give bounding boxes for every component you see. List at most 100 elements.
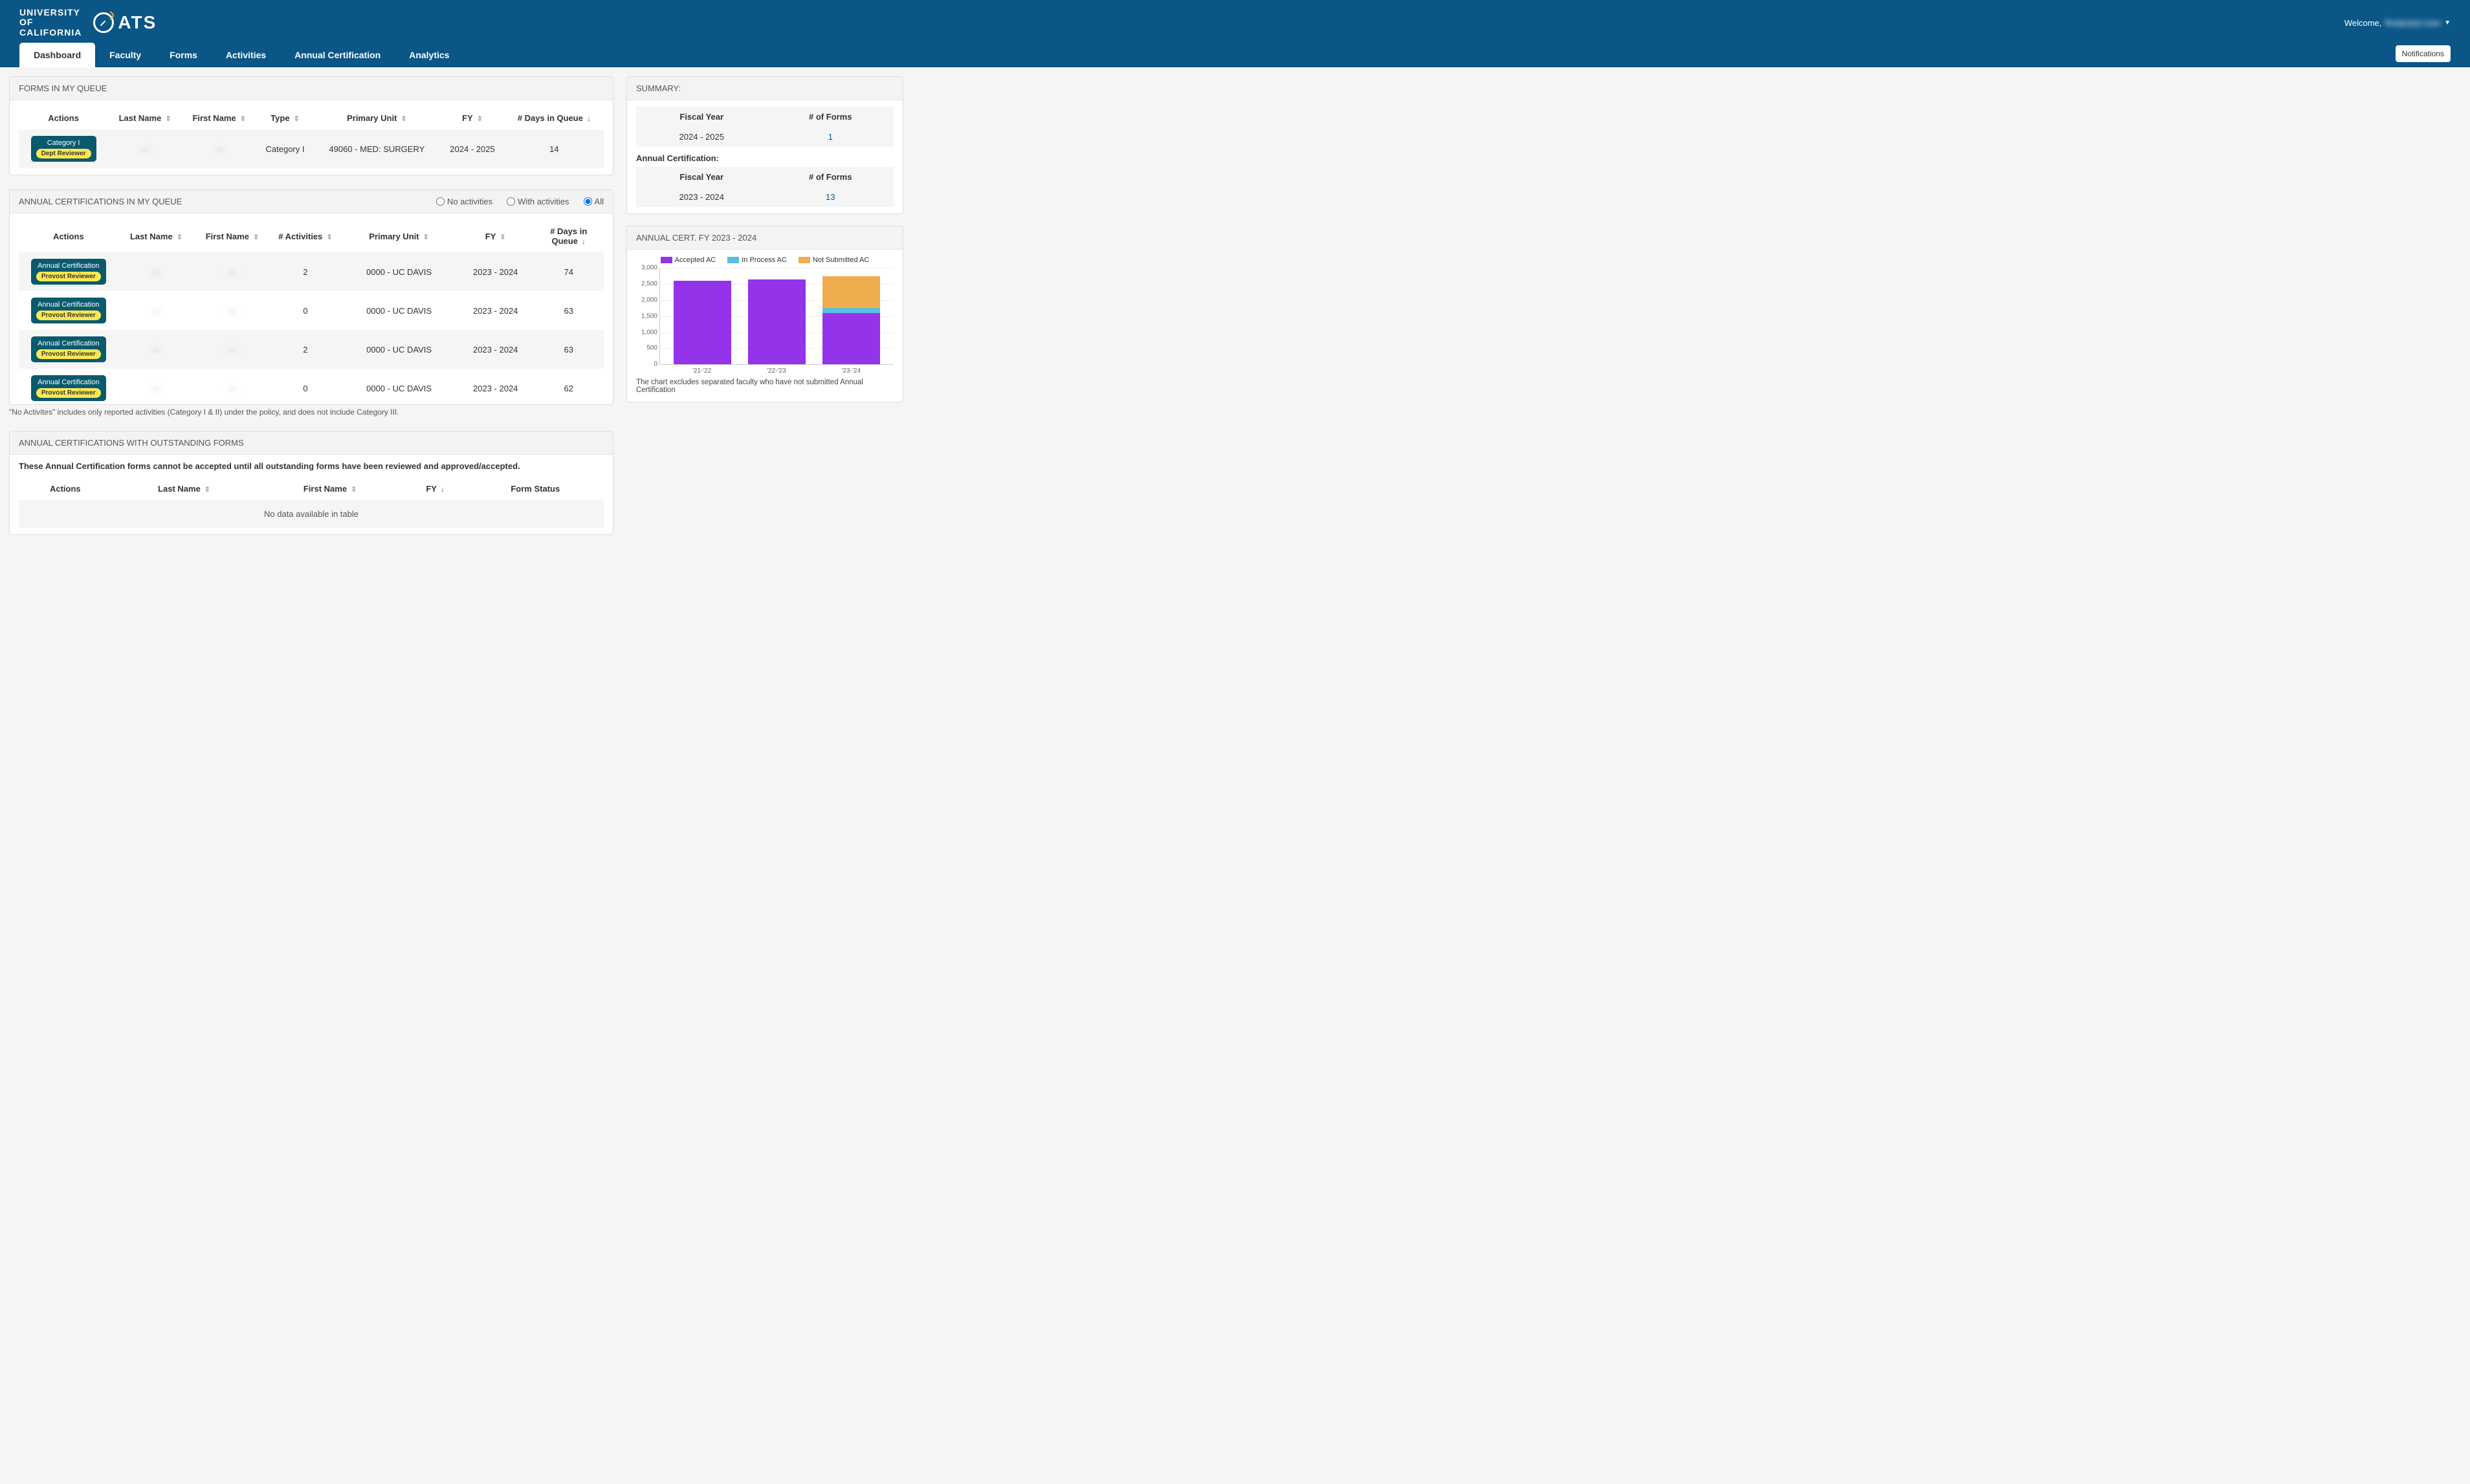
summary-col-count: # of Forms — [767, 107, 894, 127]
y-tick: 2,000 — [641, 296, 657, 303]
notifications-button[interactable]: Notifications — [2396, 45, 2451, 62]
nav-tabs: DashboardFacultyFormsActivitiesAnnual Ce… — [19, 43, 463, 67]
outstanding-col[interactable]: FY — [404, 477, 467, 500]
summary-title: SUMMARY: — [627, 77, 903, 100]
summary-ac-fy: 2023 - 2024 — [636, 187, 767, 207]
summary-col-fy: Fiscal Year — [636, 107, 767, 127]
days-in-queue: 74 — [533, 252, 604, 291]
chart-panel: ANNUAL CERT. FY 2023 - 2024 Accepted ACI… — [626, 226, 903, 402]
outstanding-col[interactable]: First Name — [256, 477, 403, 500]
cert-queue-scroll[interactable]: Annual CertificationProvost Reviewer — —… — [19, 252, 604, 404]
primary-unit: 0000 - UC DAVIS — [340, 330, 458, 369]
first-name: — — [228, 267, 236, 277]
outstanding-subtitle: These Annual Certification forms cannot … — [19, 461, 604, 477]
cert-queue-table: ActionsLast NameFirst Name# ActivitiesPr… — [19, 220, 604, 252]
x-label: '22-'23 — [767, 367, 786, 375]
cert-queue-col[interactable]: Last Name — [118, 220, 195, 252]
summary-fy: 2024 - 2025 — [636, 127, 767, 147]
first-name: — — [228, 306, 236, 316]
filter-all[interactable]: All — [584, 197, 604, 206]
table-row: Annual CertificationProvost Reviewer — —… — [19, 369, 604, 404]
outstanding-no-data: No data available in table — [19, 500, 604, 528]
forms-queue-col: Actions — [19, 107, 108, 129]
clock-icon — [93, 12, 114, 33]
bar-group — [748, 268, 806, 364]
chart-x-axis: '21-'22'22-'23'23-'24 — [636, 365, 894, 375]
cert-queue-col[interactable]: First Name — [194, 220, 270, 252]
bar-group — [674, 268, 732, 364]
fiscal-year: 2024 - 2025 — [440, 129, 505, 168]
summary-count-link[interactable]: 1 — [828, 132, 833, 142]
action-button[interactable]: Annual CertificationProvost Reviewer — [31, 298, 106, 323]
last-name: — — [152, 306, 160, 316]
tab-analytics[interactable]: Analytics — [395, 43, 463, 67]
last-name: — — [152, 384, 160, 393]
cert-queue-col[interactable]: FY — [458, 220, 534, 252]
summary-ac-col-fy: Fiscal Year — [636, 167, 767, 187]
forms-queue-col[interactable]: Primary Unit — [314, 107, 441, 129]
chevron-down-icon: ▼ — [2444, 19, 2451, 27]
oats-text: ATS — [118, 12, 157, 33]
bar-segment — [822, 308, 881, 312]
forms-queue-title: FORMS IN MY QUEUE — [10, 77, 613, 100]
forms-queue-col[interactable]: Type — [256, 107, 313, 129]
forms-queue-col[interactable]: Last Name — [108, 107, 182, 129]
action-button[interactable]: Annual CertificationProvost Reviewer — [31, 375, 106, 401]
bar-segment — [748, 279, 806, 365]
table-row: Annual CertificationProvost Reviewer — —… — [19, 330, 604, 369]
forms-queue-panel: FORMS IN MY QUEUE ActionsLast NameFirst … — [9, 76, 613, 175]
tab-forms[interactable]: Forms — [155, 43, 212, 67]
legend-item: Accepted AC — [661, 256, 716, 264]
cert-queue-title: ANNUAL CERTIFICATIONS IN MY QUEUE — [19, 197, 182, 206]
cert-queue-panel: ANNUAL CERTIFICATIONS IN MY QUEUE No act… — [9, 190, 613, 405]
y-tick: 0 — [654, 361, 657, 368]
welcome-user: Redacted User — [2385, 18, 2441, 28]
welcome-label: Welcome, — [2344, 18, 2382, 28]
y-tick: 1,500 — [641, 312, 657, 320]
summary-ac-label: Annual Certification: — [636, 147, 894, 167]
action-button[interactable]: Category IDept Reviewer — [31, 136, 96, 162]
cert-filter-group: No activities With activities All — [436, 197, 604, 206]
table-row: Annual CertificationProvost Reviewer — —… — [19, 252, 604, 291]
cert-queue-col[interactable]: # Days in Queue — [533, 220, 604, 252]
cert-queue-footnote: "No Activites" includes only reported ac… — [9, 405, 613, 417]
chart-bars — [660, 268, 894, 364]
fiscal-year: 2023 - 2024 — [458, 252, 534, 291]
activities-count: 2 — [270, 252, 340, 291]
chart-area: 05001,0001,5002,0002,5003,000 — [659, 268, 894, 365]
action-button[interactable]: Annual CertificationProvost Reviewer — [31, 336, 106, 362]
chart-title: ANNUAL CERT. FY 2023 - 2024 — [627, 226, 903, 250]
action-button[interactable]: Annual CertificationProvost Reviewer — [31, 259, 106, 285]
tab-annual-certification[interactable]: Annual Certification — [280, 43, 395, 67]
tab-dashboard[interactable]: Dashboard — [19, 43, 95, 67]
oats-logo: ATS — [93, 12, 157, 33]
tab-activities[interactable]: Activities — [212, 43, 280, 67]
forms-queue-col[interactable]: # Days in Queue — [505, 107, 604, 129]
bar-segment — [674, 281, 732, 364]
table-row: Category IDept Reviewer — — Category I 4… — [19, 129, 604, 168]
summary-ac-count-link[interactable]: 13 — [826, 192, 835, 202]
first-name: — — [228, 384, 236, 393]
y-tick: 500 — [646, 345, 657, 352]
cert-queue-col[interactable]: # Activities — [270, 220, 340, 252]
first-name: — — [215, 144, 223, 154]
days-in-queue: 14 — [505, 129, 604, 168]
last-name: — — [152, 267, 160, 277]
filter-with-activities[interactable]: With activities — [507, 197, 569, 206]
primary-unit: 0000 - UC DAVIS — [340, 369, 458, 404]
tab-faculty[interactable]: Faculty — [95, 43, 155, 67]
x-label: '21-'22 — [692, 367, 711, 375]
outstanding-col[interactable]: Last Name — [112, 477, 257, 500]
user-menu[interactable]: Welcome, Redacted User ▼ — [2344, 18, 2451, 28]
activities-count: 0 — [270, 369, 340, 404]
logo-section: UNIVERSITY OF CALIFORNIA ATS — [19, 8, 157, 38]
uc-logo: UNIVERSITY OF CALIFORNIA — [19, 8, 82, 38]
filter-no-activities[interactable]: No activities — [436, 197, 492, 206]
days-in-queue: 63 — [533, 291, 604, 330]
forms-queue-col[interactable]: First Name — [182, 107, 257, 129]
last-name: — — [141, 144, 149, 154]
forms-queue-col[interactable]: FY — [440, 107, 505, 129]
cert-queue-col: Actions — [19, 220, 118, 252]
cert-queue-col[interactable]: Primary Unit — [340, 220, 458, 252]
chart-note: The chart excludes separated faculty who… — [636, 375, 894, 394]
